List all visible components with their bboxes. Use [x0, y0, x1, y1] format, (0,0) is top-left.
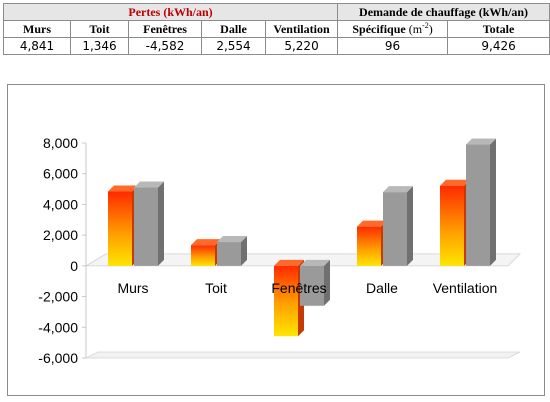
- value-specifique: 96: [337, 37, 449, 55]
- chart-frame: -6,000 -4,000 -2,000 0 2,000 4,000 6,000 8,000 …: [7, 84, 545, 396]
- bar-ventilation-series-2: [466, 138, 496, 266]
- bar-front: [383, 192, 407, 266]
- base-plane: [85, 351, 521, 359]
- y-tick-label: -4,000: [38, 319, 78, 335]
- value-fenetres: -4,582: [128, 37, 202, 55]
- bar-side: [324, 259, 330, 306]
- bar-top: [300, 259, 330, 266]
- bar-top: [466, 138, 496, 145]
- bar-front: [217, 242, 241, 266]
- y-tick-label: 2,000: [43, 227, 78, 243]
- bar-front: [134, 187, 158, 266]
- value-ventilation: 5,220: [264, 37, 339, 55]
- losses-header: Pertes (kWh/an): [2, 3, 339, 21]
- col-murs: Murs: [3, 20, 71, 38]
- y-tick-label: -2,000: [38, 289, 78, 305]
- y-tick-label: -6,000: [38, 350, 78, 366]
- bar-front: [466, 144, 490, 266]
- bar-toit-series-2: [217, 236, 247, 266]
- group-header-row: Pertes (kWh/an) Demande de chauffage (kW…: [2, 3, 550, 21]
- bar-side: [241, 236, 247, 266]
- bar-top: [383, 186, 413, 193]
- col-totale: Totale: [447, 20, 550, 38]
- bar-front: [274, 265, 298, 337]
- category-label-fenêtres: Fenêtres: [271, 280, 326, 296]
- y-tick-label: 6,000: [43, 166, 78, 182]
- bar-top: [217, 236, 247, 243]
- bar-dalle-series-2: [383, 186, 413, 266]
- y-tick-label: 0: [70, 258, 78, 274]
- specific-unit: (m-2): [408, 21, 433, 37]
- bar-dalle-series-1: [357, 220, 387, 266]
- category-label-dalle: Dalle: [366, 280, 398, 296]
- col-fenetres: Fenêtres: [128, 20, 202, 38]
- values-row: 4,841 1,346 -4,582 2,554 5,220 96 9,426: [3, 37, 550, 55]
- bar-top: [108, 185, 138, 192]
- value-totale: 9,426: [447, 37, 550, 55]
- bar-side: [407, 186, 413, 266]
- losses-bar-chart: -6,000-4,000-2,00002,0004,0006,0008,000 …: [38, 135, 521, 366]
- bar-murs-series-2: [134, 181, 164, 266]
- bar-fenêtres-series-2: [300, 259, 330, 306]
- bar-front: [191, 245, 215, 266]
- demand-header: Demande de chauffage (kWh/an): [337, 3, 550, 21]
- y-tick-label: 8,000: [43, 135, 78, 151]
- category-labels: Murs Toit Fenêtres Dalle Ventilation: [117, 280, 497, 296]
- category-label-ventilation: Ventilation: [433, 280, 498, 296]
- bar-top: [134, 181, 164, 188]
- bar-front: [108, 191, 132, 266]
- category-label-toit: Toit: [205, 280, 227, 296]
- col-dalle: Dalle: [201, 20, 266, 38]
- bar-top: [274, 259, 304, 266]
- bar-top: [191, 239, 221, 246]
- y-axis: -6,000 -4,000 -2,000 0 2,000 4,000 6,000 8,000: [38, 135, 87, 366]
- bar-fenêtres-series-1: [274, 259, 304, 337]
- value-toit: 1,346: [70, 37, 129, 55]
- bar-ventilation-series-1: [440, 179, 470, 266]
- col-specifique-label: Spécifique: [352, 22, 406, 36]
- bar-front: [300, 265, 324, 306]
- bar-front: [440, 185, 464, 266]
- bar-side: [490, 138, 496, 266]
- value-murs: 4,841: [3, 37, 71, 55]
- column-header-row: Murs Toit Fenêtres Dalle Ventilation Spé…: [3, 20, 550, 38]
- col-toit: Toit: [70, 20, 129, 38]
- bars: [108, 138, 496, 337]
- bar-murs-series-1: [108, 185, 138, 266]
- bar-front: [357, 226, 381, 266]
- summary-table: Pertes (kWh/an) Demande de chauffage (kW…: [2, 3, 550, 55]
- bar-top: [357, 220, 387, 227]
- col-ventilation: Ventilation: [264, 20, 339, 38]
- value-dalle: 2,554: [201, 37, 266, 55]
- bar-side: [158, 181, 164, 266]
- bar-top: [440, 179, 470, 186]
- y-tick-label: 4,000: [43, 196, 78, 212]
- bar-toit-series-1: [191, 239, 221, 266]
- category-label-murs: Murs: [117, 280, 148, 296]
- col-specifique: Spécifique (m-2): [337, 20, 449, 38]
